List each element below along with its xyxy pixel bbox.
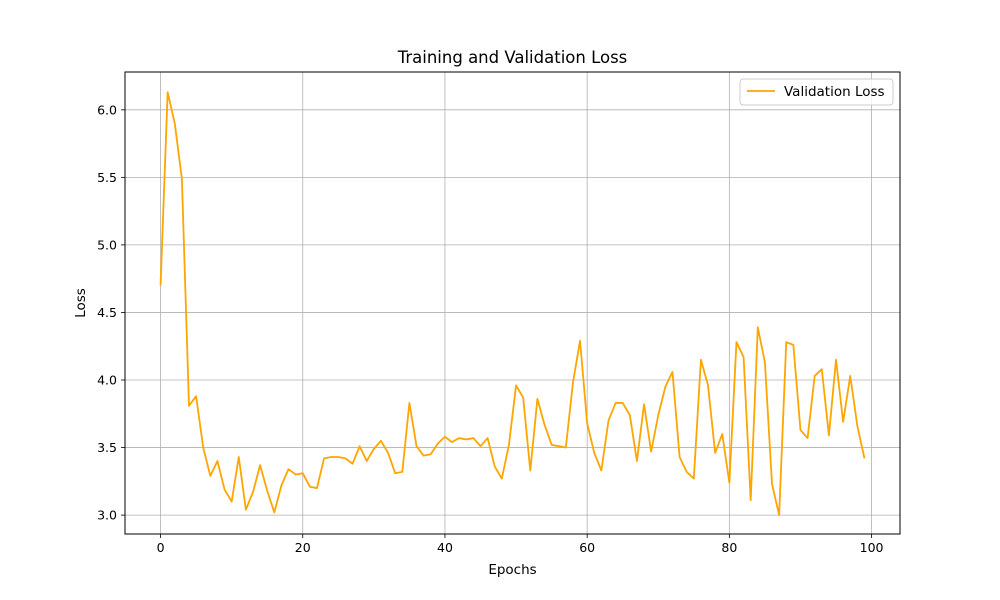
chart-title: Training and Validation Loss <box>397 48 628 67</box>
series-lines <box>159 91 866 516</box>
series-line-validation-loss <box>159 91 866 516</box>
x-axis-ticks: 0 20 40 60 80 100 <box>157 534 884 555</box>
y-axis-label: Loss <box>73 288 89 318</box>
y-tick-label: 3.0 <box>97 508 117 523</box>
legend-box <box>739 78 894 106</box>
x-tick-label: 0 <box>157 540 165 555</box>
x-tick-label: 100 <box>860 540 884 555</box>
x-tick-label: 40 <box>437 540 453 555</box>
y-axis-ticks: 3.0 3.5 4.0 4.5 5.0 5.5 6.0 <box>97 102 125 523</box>
y-tick-label: 5.5 <box>97 170 117 185</box>
grid-lines <box>125 72 900 534</box>
y-tick-label: 4.0 <box>97 373 117 388</box>
y-tick-label: 4.5 <box>97 305 117 320</box>
x-tick-label: 80 <box>721 540 737 555</box>
y-tick-label: 6.0 <box>97 102 117 117</box>
x-tick-label: 60 <box>579 540 595 555</box>
plot-frame <box>124 71 901 535</box>
legend-label-validation-loss: Validation Loss <box>784 84 885 100</box>
y-tick-label: 3.5 <box>97 440 117 455</box>
legend: Validation Loss <box>739 78 894 106</box>
x-axis-label: Epochs <box>488 562 536 578</box>
x-tick-label: 20 <box>295 540 311 555</box>
y-tick-label: 5.0 <box>97 237 117 252</box>
